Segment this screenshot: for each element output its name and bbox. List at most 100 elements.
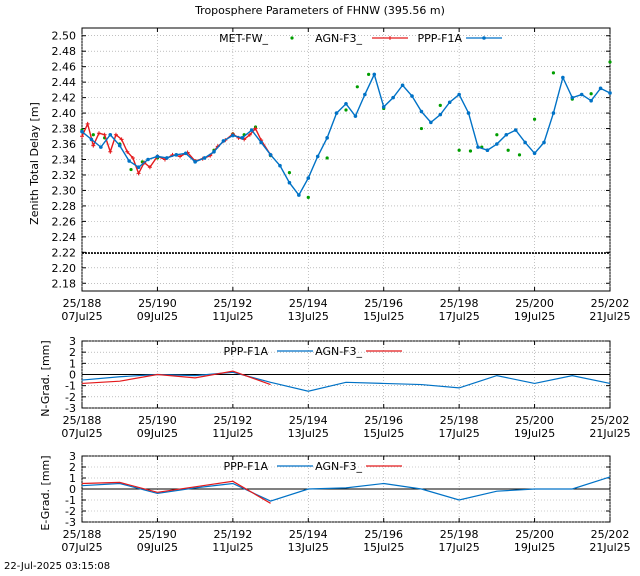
n_grad-legend-label: AGN-F3_ xyxy=(315,345,362,358)
e_grad-x-tick-date: 13Jul25 xyxy=(288,541,329,554)
ztd-ppp-point xyxy=(99,145,103,149)
ztd-agn-point xyxy=(253,126,258,131)
ztd-legend-marker xyxy=(482,36,486,40)
ztd-ppp-point xyxy=(429,120,433,125)
ztd-series-line-2 xyxy=(81,72,611,197)
ztd-agn-point xyxy=(247,132,252,137)
n_grad-x-tick-date: 07Jul25 xyxy=(61,427,102,440)
ztd-ppp-point xyxy=(221,139,226,143)
e_grad-x-tick-label: 25/194 xyxy=(289,528,328,541)
ztd-ppp-point xyxy=(108,132,113,137)
ztd-x-tick-date: 07Jul25 xyxy=(61,310,102,323)
e_grad-x-tick-label: 25/196 xyxy=(364,528,403,541)
ztd-ppp-point xyxy=(363,92,367,97)
ztd-met-point xyxy=(517,153,522,157)
ztd-x-tick-date: 09Jul25 xyxy=(137,310,178,323)
ztd-legend-label: AGN-F3_ xyxy=(315,32,362,45)
n_grad-y-tick-label: 1 xyxy=(69,357,76,370)
ztd-ppp-point xyxy=(608,91,612,95)
n_grad-y-tick-label: -1 xyxy=(65,380,76,393)
ztd-met-point xyxy=(419,126,424,131)
ztd-ppp-point xyxy=(532,151,537,156)
e_grad-x-tick-label: 25/192 xyxy=(214,528,253,541)
ztd-met-point xyxy=(551,71,556,75)
ztd-x-tick-label: 25/198 xyxy=(440,297,479,310)
n_grad-y-tick-label: -3 xyxy=(65,402,76,415)
ztd-ppp-point xyxy=(117,143,122,148)
ztd-agn-point xyxy=(108,149,113,154)
ztd-met-point xyxy=(532,117,537,121)
n_grad-y-tick-label: 3 xyxy=(69,335,76,348)
ztd-met-point xyxy=(344,108,348,112)
ztd-met-point xyxy=(325,156,329,160)
e_grad-y-tick-label: -3 xyxy=(65,516,76,529)
ztd-met-point xyxy=(457,148,461,152)
ztd-ppp-point xyxy=(447,100,452,105)
ztd-met-point xyxy=(495,133,499,137)
ztd-y-tick-label: 2.28 xyxy=(52,200,77,213)
e_grad-y-tick-label: 0 xyxy=(69,483,76,496)
ztd-y-tick-label: 2.36 xyxy=(52,138,77,151)
e_grad-x-tick-date: 21Jul25 xyxy=(589,541,630,554)
footer-timestamp: 22-Jul-2025 03:15:08 xyxy=(4,561,111,572)
ztd-ppp-point xyxy=(419,109,424,114)
e_grad-legend-label: AGN-F3_ xyxy=(315,460,362,473)
n_grad-x-tick-label: 25/200 xyxy=(515,414,554,427)
ztd-ppp-point xyxy=(542,140,546,145)
n_grad-x-tick-date: 13Jul25 xyxy=(288,427,329,440)
n_grad-x-tick-label: 25/194 xyxy=(289,414,328,427)
ztd-agn-point xyxy=(136,171,141,176)
ztd-ppp-point xyxy=(202,156,207,160)
ztd-legend-label: PPP-F1A xyxy=(418,32,463,45)
ztd-ppp-point xyxy=(259,140,263,145)
ztd-ppp-point xyxy=(315,154,320,159)
ztd-agn-point xyxy=(119,137,124,142)
e_grad-y-tick-label: 1 xyxy=(69,472,76,485)
ztd-ppp-point xyxy=(89,137,94,142)
ztd-ppp-point xyxy=(513,128,518,132)
e_grad-x-tick-date: 11Jul25 xyxy=(212,541,253,554)
ztd-y-tick-label: 2.24 xyxy=(52,231,77,244)
ztd-ppp-point xyxy=(504,132,509,137)
n_grad-x-tick-date: 21Jul25 xyxy=(589,427,630,440)
ztd-agn-point xyxy=(102,132,107,137)
n_grad-x-tick-date: 15Jul25 xyxy=(363,427,404,440)
ztd-ppp-point xyxy=(579,92,584,97)
ztd-met-point xyxy=(438,103,442,107)
ztd-x-tick-label: 25/194 xyxy=(289,297,328,310)
ztd-ppp-point xyxy=(353,114,358,118)
ztd-ppp-point xyxy=(155,154,160,159)
ztd-agn-point xyxy=(178,154,183,159)
n_grad-y-axis-label: N-Grad. [mm] xyxy=(39,340,52,416)
ztd-x-tick-date: 17Jul25 xyxy=(439,310,480,323)
ztd-x-tick-label: 25/192 xyxy=(214,297,253,310)
ztd-ppp-point xyxy=(570,95,575,100)
ztd-ppp-point xyxy=(306,176,311,180)
ztd-x-tick-date: 15Jul25 xyxy=(363,310,404,323)
ztd-y-tick-label: 2.34 xyxy=(52,154,77,167)
ztd-ppp-point xyxy=(344,102,348,106)
ztd-ppp-point xyxy=(410,94,414,98)
ztd-y-axis-label: Zenith Total Delay [m] xyxy=(28,102,41,225)
e_grad-legend-label: PPP-F1A xyxy=(224,460,269,473)
e_grad-x-tick-label: 25/198 xyxy=(440,528,479,541)
ztd-x-tick-label: 25/190 xyxy=(138,297,177,310)
ztd-met-point xyxy=(506,148,510,152)
e_grad-series-line-1 xyxy=(81,480,271,504)
ztd-ppp-point xyxy=(193,160,197,164)
e_grad-x-tick-label: 25/202 xyxy=(591,528,630,541)
e_grad-y-tick-label: -2 xyxy=(65,505,76,518)
ztd-y-tick-label: 2.30 xyxy=(52,184,77,197)
ztd-legend-label: MET-FW_ xyxy=(219,32,268,45)
ztd-agn-point xyxy=(130,155,135,160)
ztd-legend-swatch xyxy=(290,36,294,40)
n_grad-y-tick-label: -2 xyxy=(65,391,76,404)
ztd-agn-point xyxy=(80,134,84,139)
e_grad-x-tick-date: 17Jul25 xyxy=(439,541,480,554)
ztd-series-line-1 xyxy=(81,121,272,176)
e_grad-y-axis-label: E-Grad. [mm] xyxy=(39,455,52,530)
ztd-y-tick-label: 2.40 xyxy=(52,107,77,120)
e_grad-x-tick-label: 25/188 xyxy=(63,528,102,541)
ztd-y-tick-label: 2.32 xyxy=(52,169,77,182)
